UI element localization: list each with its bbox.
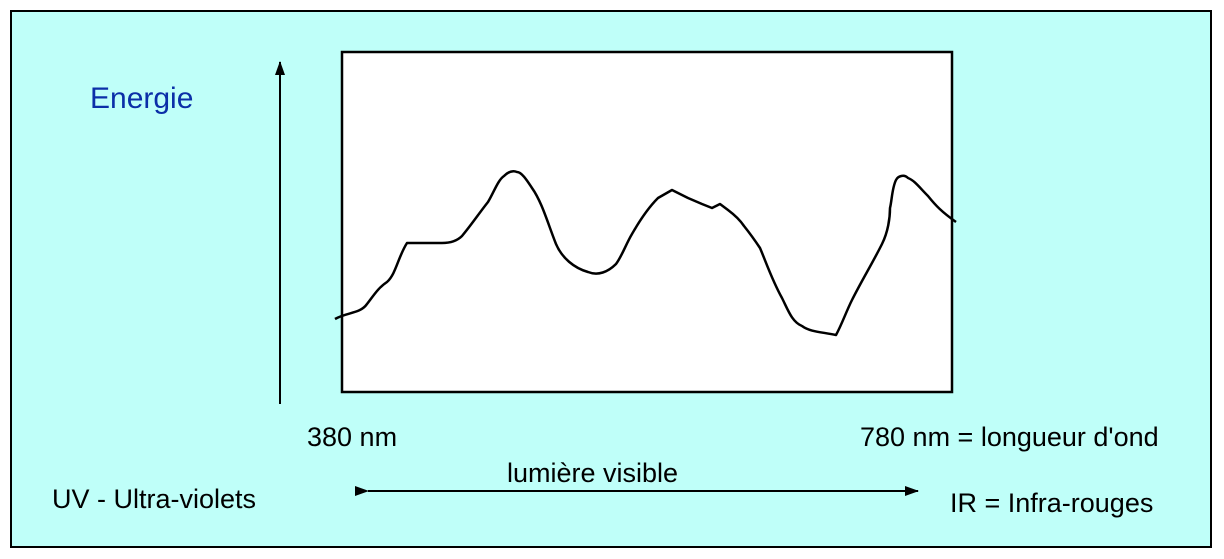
visible-light-label: lumière visible [507,458,679,488]
wavelength-start-label: 380 nm [307,422,398,452]
spectrum-diagram [275,50,957,496]
diagram-panel: Energie 380 nm 780 nm = longueur d'ond l… [10,10,1212,548]
plot-frame [340,50,954,394]
energy-axis-label: Energie [90,82,194,115]
uv-label: UV - Ultra-violets [52,484,257,514]
wavelength-end-label: 780 nm = longueur d'ond [860,422,1159,452]
ir-label: IR = Infra-rouges [950,488,1154,518]
spectrum-curve [334,169,957,337]
